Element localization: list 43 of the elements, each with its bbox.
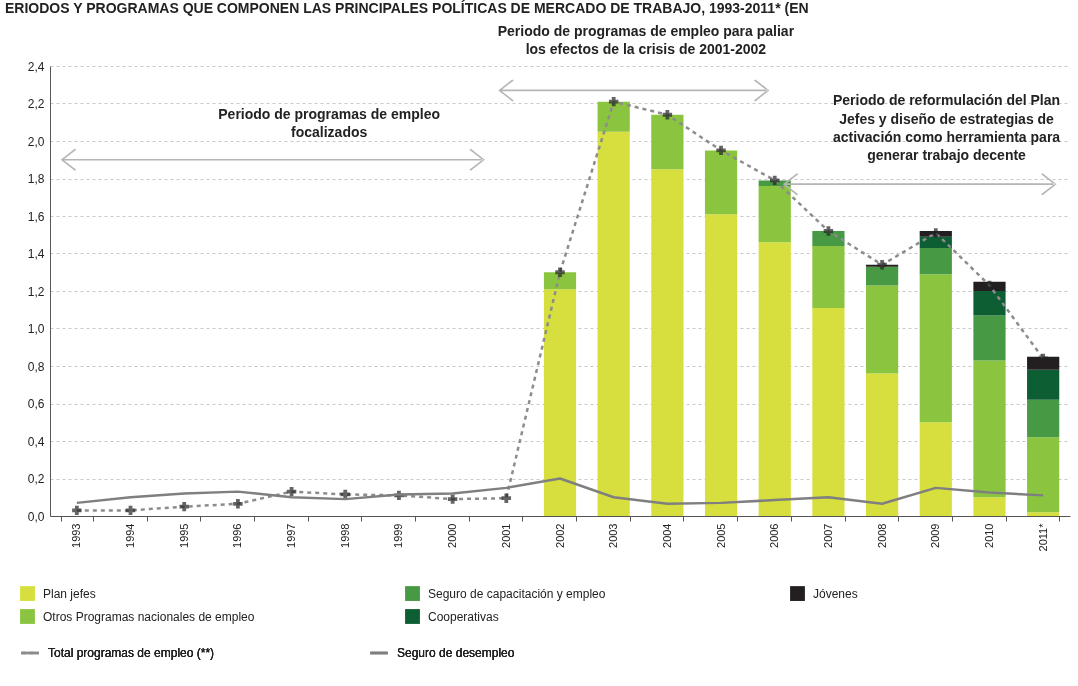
x-tick-label: 2011* bbox=[1036, 522, 1049, 552]
y-tick-label: 1,4 bbox=[27, 247, 45, 261]
x-tick-label: 2002 bbox=[553, 523, 566, 548]
legend-label: Total programas de empleo (**) bbox=[48, 646, 215, 660]
annotation: Periodo de programas de empleo focalizados bbox=[218, 105, 441, 140]
x-tick-label: 2006 bbox=[768, 523, 781, 548]
y-tick-label: 0,8 bbox=[27, 359, 45, 374]
x-tick-label: 2003 bbox=[607, 523, 620, 548]
y-tick-label: 2,4 bbox=[27, 59, 45, 74]
x-tick-label: 1998 bbox=[338, 523, 351, 548]
x-tick-label: 2009 bbox=[929, 523, 942, 548]
x-tick-label: 1995 bbox=[177, 523, 190, 548]
legend-label: Cooperativas bbox=[428, 609, 499, 624]
y-tick-label: 0,2 bbox=[27, 472, 45, 486]
y-tick-label: 0,0 bbox=[27, 509, 45, 524]
x-tick-label: 1996 bbox=[231, 523, 244, 548]
legend-label: Jóvenes bbox=[813, 586, 858, 601]
text: Periodo de programas de empleo para paliar los efectos de la crisis de 2001-2002 bbox=[497, 23, 795, 58]
y-tick-label: 1,8 bbox=[27, 172, 45, 186]
y-tick-label: 0,4 bbox=[27, 434, 45, 449]
legend-label: Seguro de desempleo bbox=[397, 646, 515, 660]
x-tick-label: 2008 bbox=[875, 523, 888, 548]
y-tick-label: 0,6 bbox=[27, 397, 45, 411]
x-tick-label: 1993 bbox=[70, 523, 83, 548]
x-tick-label: 2001 bbox=[499, 523, 512, 548]
legend-label: Plan jefes bbox=[43, 586, 96, 601]
x-tick-label: 2010 bbox=[982, 523, 995, 548]
annotation: Periodo de reformulación del Plan Jefes y diseño de estrategias de activación como herramienta para generar trabajo decente bbox=[832, 92, 1061, 163]
y-tick-label: 1,2 bbox=[27, 284, 45, 299]
x-tick-label: 2000 bbox=[446, 523, 459, 548]
x-tick-label: 1994 bbox=[124, 523, 137, 548]
y-tick-label: 1,0 bbox=[27, 322, 45, 336]
chart-title: ERIODOS Y PROGRAMAS QUE COMPONEN LAS PRINCIPALES POLÍTICAS DE MERCADO DE TRABAJO, 1993-2011* (EN bbox=[5, 0, 809, 16]
x-tick-label: 2007 bbox=[821, 523, 834, 548]
x-tick-label: 2004 bbox=[660, 523, 673, 548]
legend-label: Otros Programas nacionales de empleo bbox=[43, 609, 255, 624]
x-tick-label: 2005 bbox=[714, 523, 727, 548]
y-tick-label: 2,0 bbox=[27, 134, 45, 149]
y-tick-label: 1,6 bbox=[27, 209, 45, 224]
legend-label: Seguro de capacitación y empleo bbox=[428, 586, 606, 601]
y-tick-label: 2,2 bbox=[27, 97, 45, 111]
x-tick-label: 1997 bbox=[285, 523, 298, 548]
x-tick-label: 1999 bbox=[392, 523, 405, 548]
